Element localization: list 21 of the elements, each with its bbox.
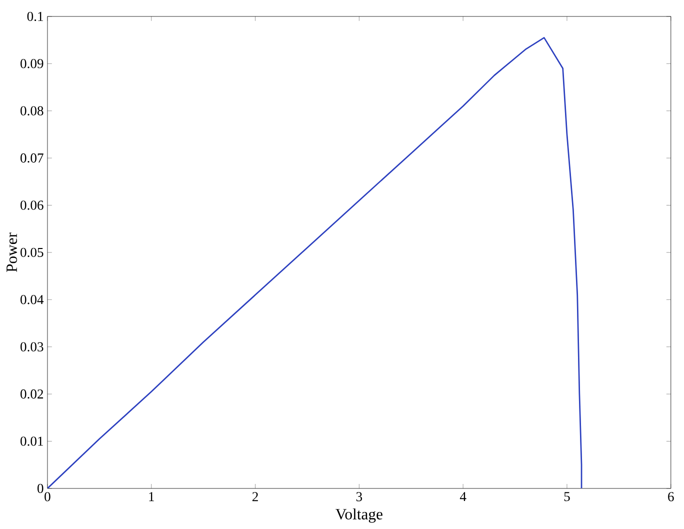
y-tick-label: 0.06 [20, 200, 44, 210]
x-tick-label: 4 [460, 492, 466, 501]
y-tick-label: 0.08 [20, 106, 44, 116]
x-tick-label: 3 [356, 492, 362, 502]
y-tick-label: 0.01 [20, 436, 43, 446]
x-tick-label: 0 [44, 492, 50, 502]
x-tick-label: 1 [149, 492, 154, 501]
x-tick-label: 2 [252, 492, 258, 501]
y-tick-label: 0.03 [20, 342, 44, 352]
y-tick-label: 0.02 [20, 389, 44, 398]
y-tick-label: 0.05 [20, 248, 44, 257]
y-tick-label: 0.04 [20, 294, 44, 304]
y-tick-label: 0.07 [20, 153, 44, 162]
y-axis-title: Power [6, 232, 18, 272]
line-series [47, 36, 582, 488]
y-tick-label: 0.09 [20, 58, 44, 68]
y-tick-label: 0 [38, 484, 44, 493]
y-tick-label: 0.1 [27, 12, 43, 21]
x-axis-title: Voltage [336, 508, 382, 523]
x-tick-label: 6 [668, 492, 674, 502]
x-tick-label: 5 [564, 492, 570, 501]
